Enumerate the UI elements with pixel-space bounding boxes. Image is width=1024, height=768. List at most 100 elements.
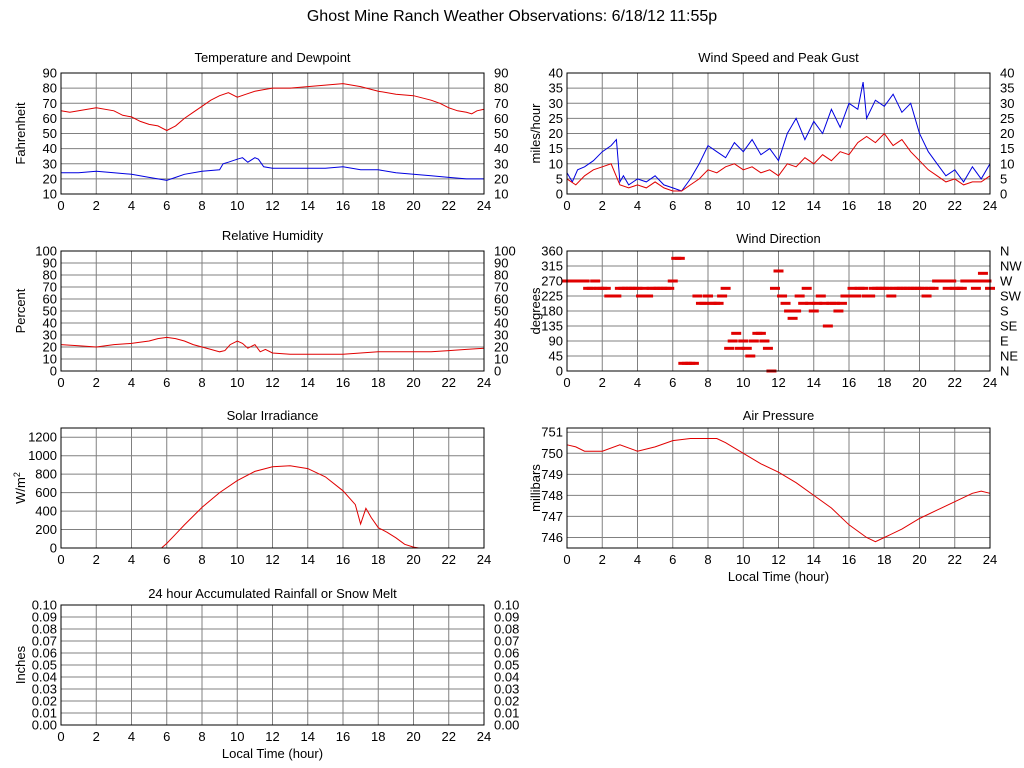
data-point bbox=[724, 346, 735, 350]
data-point bbox=[717, 294, 728, 298]
x-tick-label: 12 bbox=[265, 375, 279, 390]
x-tick-label: 4 bbox=[634, 198, 641, 213]
right-tick-label: 30 bbox=[494, 156, 508, 171]
y-tick-label: 25 bbox=[549, 111, 563, 126]
series-line-red bbox=[566, 438, 991, 543]
right-tick-label: 0 bbox=[1000, 187, 1007, 202]
data-point bbox=[833, 309, 844, 313]
data-point bbox=[847, 286, 858, 290]
right-tick-label: 5 bbox=[1000, 171, 1007, 186]
right-tick-label: N bbox=[1000, 244, 1009, 259]
y-tick-label: 80 bbox=[43, 81, 57, 96]
x-tick-label: 12 bbox=[265, 729, 279, 744]
data-point bbox=[798, 301, 809, 305]
y-tick-label: 50 bbox=[43, 126, 57, 141]
x-tick-label: 6 bbox=[669, 552, 676, 567]
y-tick-label: 360 bbox=[541, 244, 563, 259]
right-tick-label: 30 bbox=[1000, 96, 1014, 111]
data-point bbox=[801, 286, 812, 290]
data-point bbox=[787, 316, 798, 320]
y-tick-label: 10 bbox=[43, 352, 57, 367]
y-axis-label: millibars bbox=[528, 464, 543, 512]
y-axis-label: Percent bbox=[13, 288, 28, 333]
right-tick-label: 0.03 bbox=[494, 682, 519, 697]
x-tick-label: 22 bbox=[442, 375, 456, 390]
right-tick-label: 20 bbox=[1000, 126, 1014, 141]
y-tick-label: 40 bbox=[43, 141, 57, 156]
x-tick-label: 10 bbox=[230, 552, 244, 567]
chart-rain: 24 hour Accumulated Rainfall or Snow Mel… bbox=[13, 586, 519, 761]
x-tick-label: 22 bbox=[948, 375, 962, 390]
data-point bbox=[918, 286, 929, 290]
data-point bbox=[928, 286, 939, 290]
y-axis-label: W/m2 bbox=[12, 472, 28, 504]
data-point bbox=[981, 279, 992, 283]
y-axis-label: Fahrenheit bbox=[13, 102, 28, 165]
x-tick-label: 24 bbox=[983, 375, 997, 390]
y-tick-label: 20 bbox=[43, 340, 57, 355]
right-tick-label: 70 bbox=[494, 96, 508, 111]
x-tick-label: 8 bbox=[198, 375, 205, 390]
x-tick-label: 0 bbox=[57, 729, 64, 744]
y-tick-label: 80 bbox=[43, 268, 57, 283]
data-point bbox=[762, 346, 773, 350]
right-tick-label: 40 bbox=[494, 141, 508, 156]
x-axis-label: Local Time (hour) bbox=[222, 746, 323, 761]
right-tick-label: 60 bbox=[494, 111, 508, 126]
x-tick-label: 18 bbox=[371, 552, 385, 567]
y-tick-label: 0.05 bbox=[32, 658, 57, 673]
x-tick-label: 20 bbox=[912, 198, 926, 213]
page-title: Ghost Mine Ranch Weather Observations: 6… bbox=[306, 8, 718, 25]
data-point bbox=[956, 286, 967, 290]
data-point bbox=[639, 286, 650, 290]
x-tick-label: 20 bbox=[406, 375, 420, 390]
x-tick-label: 0 bbox=[57, 198, 64, 213]
right-tick-label: NW bbox=[1000, 259, 1022, 274]
y-tick-label: 315 bbox=[541, 259, 563, 274]
data-point bbox=[713, 301, 724, 305]
right-tick-label: 90 bbox=[494, 66, 508, 81]
y-tick-label: 225 bbox=[541, 289, 563, 304]
x-tick-label: 22 bbox=[442, 552, 456, 567]
x-tick-label: 16 bbox=[336, 552, 350, 567]
data-point bbox=[727, 339, 738, 343]
right-tick-label: 80 bbox=[494, 81, 508, 96]
y-tick-label: 40 bbox=[43, 316, 57, 331]
x-tick-label: 18 bbox=[877, 198, 891, 213]
x-tick-label: 24 bbox=[477, 729, 491, 744]
y-tick-label: 0.01 bbox=[32, 706, 57, 721]
right-tick-label: N bbox=[1000, 364, 1009, 379]
chart-title: Wind Speed and Peak Gust bbox=[698, 50, 859, 65]
data-point bbox=[851, 294, 862, 298]
chart-title: Air Pressure bbox=[743, 408, 815, 423]
right-tick-label: 50 bbox=[494, 126, 508, 141]
right-tick-label: 10 bbox=[1000, 156, 1014, 171]
x-tick-label: 12 bbox=[771, 552, 785, 567]
data-point bbox=[822, 324, 833, 328]
x-tick-label: 4 bbox=[128, 375, 135, 390]
data-point bbox=[748, 339, 759, 343]
x-tick-label: 2 bbox=[93, 198, 100, 213]
x-tick-label: 12 bbox=[771, 375, 785, 390]
data-point bbox=[664, 286, 675, 290]
x-tick-label: 14 bbox=[807, 552, 821, 567]
right-tick-label: 0.05 bbox=[494, 658, 519, 673]
x-tick-label: 16 bbox=[842, 375, 856, 390]
data-point bbox=[579, 279, 590, 283]
x-tick-label: 2 bbox=[599, 552, 606, 567]
y-tick-label: 90 bbox=[549, 334, 563, 349]
x-tick-label: 20 bbox=[912, 552, 926, 567]
chart-title: 24 hour Accumulated Rainfall or Snow Mel… bbox=[148, 586, 397, 601]
y-tick-label: 747 bbox=[541, 509, 563, 524]
data-point bbox=[882, 286, 893, 290]
y-tick-label: 10 bbox=[43, 187, 57, 202]
right-tick-label: 35 bbox=[1000, 81, 1014, 96]
y-tick-label: 0.10 bbox=[32, 598, 57, 613]
y-tick-label: 270 bbox=[541, 274, 563, 289]
x-tick-label: 12 bbox=[265, 198, 279, 213]
y-tick-label: 0.06 bbox=[32, 646, 57, 661]
data-point bbox=[738, 339, 749, 343]
